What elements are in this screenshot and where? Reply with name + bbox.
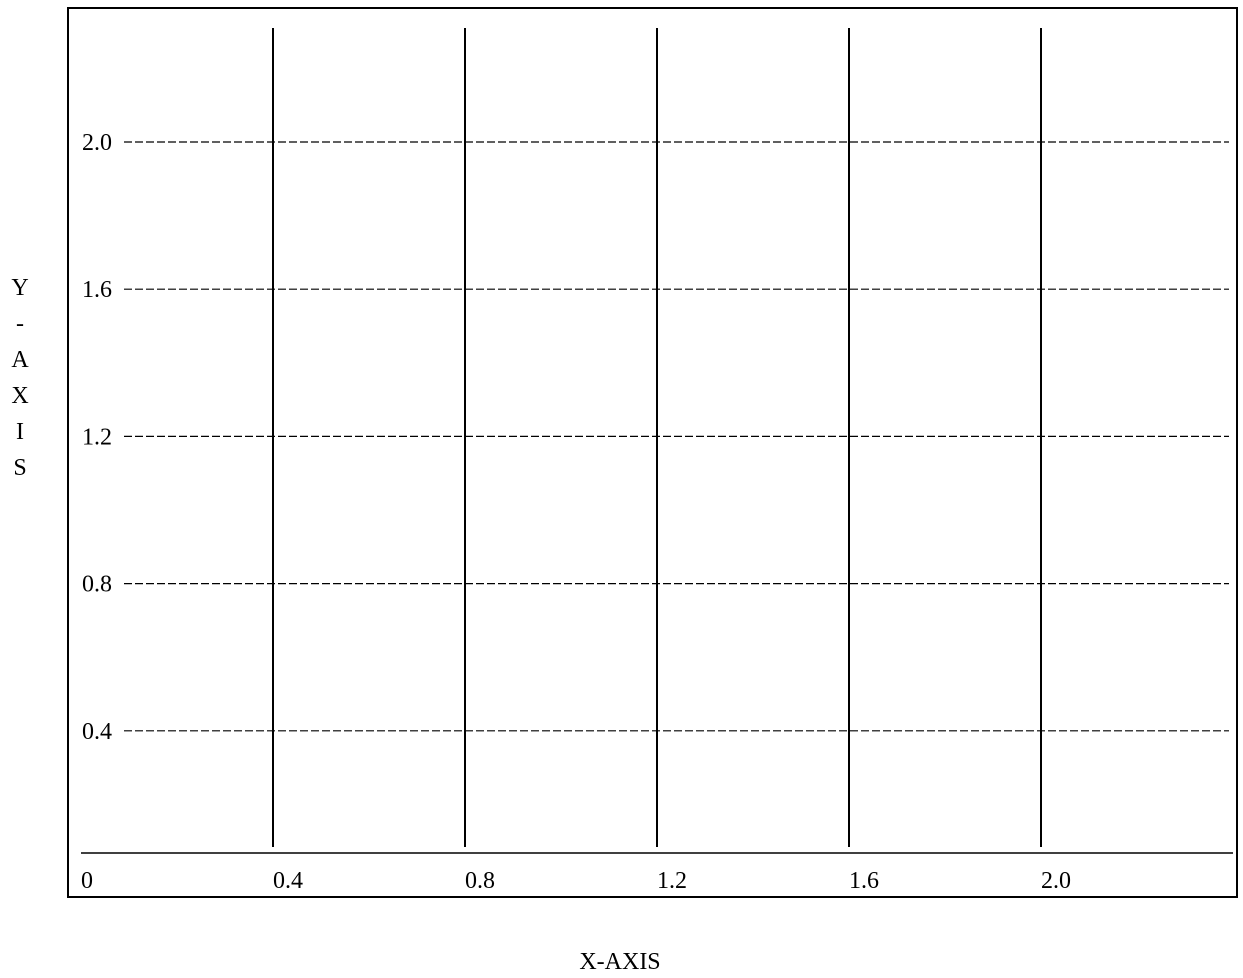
y-axis-title: Y - AXIS (11, 275, 29, 481)
y-axis-title-char: - (16, 311, 24, 337)
y-tick-label: 0.8 (82, 572, 112, 598)
y-axis-title-char: A (11, 347, 29, 373)
y-axis-title-char: Y (11, 275, 28, 301)
x-tick-label: 2.0 (1041, 868, 1071, 894)
horizontal-gridlines: 0.4 0.8 1.2 1.6 2.0 (82, 130, 1229, 745)
x-tick-labels: 0 0.4 0.8 1.2 1.6 2.0 (81, 868, 1071, 894)
x-tick-label: 1.6 (849, 868, 879, 894)
vertical-lines (272, 28, 1042, 847)
x-tick-label: 0 (81, 868, 93, 894)
y-axis-title-char: I (16, 419, 24, 445)
x-axis-title: X-AXIS (579, 949, 660, 975)
y-tick-label: 1.6 (82, 277, 112, 303)
x-tick-label: 0.8 (465, 868, 495, 894)
x-tick-label: 0.4 (273, 868, 303, 894)
y-tick-label: 0.4 (82, 719, 112, 745)
y-axis-title-char: S (13, 455, 26, 481)
plot-frame (67, 7, 1238, 898)
y-tick-label: 2.0 (82, 130, 112, 156)
y-tick-label: 1.2 (82, 424, 112, 450)
x-tick-label: 1.2 (657, 868, 687, 894)
y-axis-title-char: X (11, 383, 28, 409)
